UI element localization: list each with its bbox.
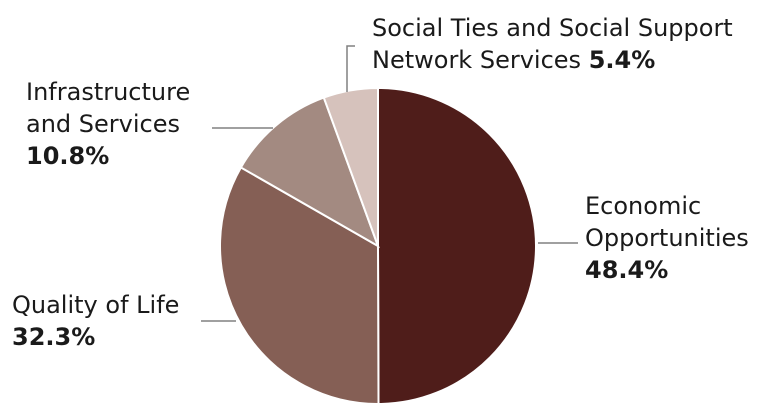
slice-percent-quality: 32.3% bbox=[12, 323, 96, 351]
slice-name-social-line2-wrap: Network Services 5.4% bbox=[372, 44, 733, 76]
slice-percent-economic: 48.4% bbox=[585, 256, 669, 284]
leader-lines bbox=[201, 45, 578, 322]
slice-name-infra-line2: and Services bbox=[26, 110, 180, 138]
slice-percent-social: 5.4% bbox=[588, 46, 656, 74]
pie-slice-social-ties-and-social-support-network-services bbox=[322, 86, 379, 247]
slice-label-infrastructure: Infrastructure and Services 10.8% bbox=[26, 76, 190, 172]
slice-name-economic-line1: Economic bbox=[585, 192, 702, 220]
pie-slice-economic-opportunities bbox=[377, 86, 537, 403]
slice-name-economic-line2: Opportunities bbox=[585, 224, 749, 252]
slice-percent-infra: 10.8% bbox=[26, 142, 110, 170]
slice-name-social-line2: Network Services bbox=[372, 46, 582, 74]
slice-label-social-ties: Social Ties and Social Support Network S… bbox=[372, 12, 733, 76]
leader-line-social bbox=[346, 45, 355, 92]
slice-name-infra-line1: Infrastructure bbox=[26, 78, 191, 106]
slice-label-economic-opportunities: Economic Opportunities 48.4% bbox=[585, 190, 749, 286]
pie-slice-quality-of-life bbox=[219, 166, 380, 403]
slice-name-social-line1: Social Ties and Social Support bbox=[372, 14, 733, 42]
slice-name-quality: Quality of Life bbox=[12, 291, 180, 319]
pie-slice-infrastructure-and-services bbox=[239, 96, 380, 249]
pie-slices bbox=[219, 86, 537, 403]
slice-label-quality-of-life: Quality of Life 32.3% bbox=[12, 289, 179, 353]
